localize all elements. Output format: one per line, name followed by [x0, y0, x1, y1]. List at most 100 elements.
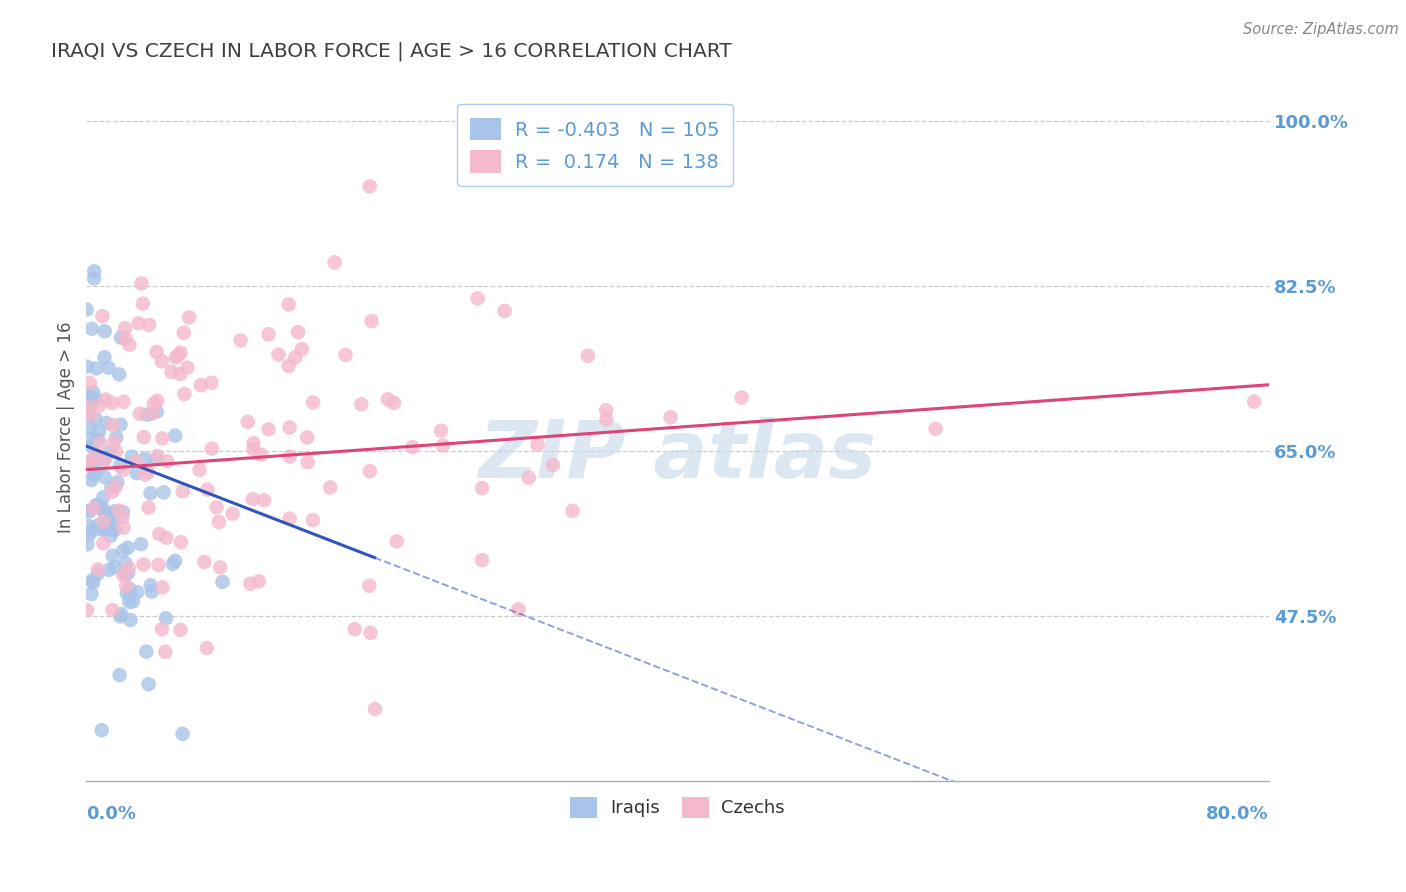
Point	[79, 455, 101, 469]
Legend: Iraqis, Czechs: Iraqis, Czechs	[564, 789, 792, 825]
Point	[576, 349, 599, 363]
Point	[205, 500, 228, 515]
Point	[125, 454, 148, 468]
Point	[96, 522, 118, 536]
Point	[359, 464, 381, 478]
Point	[110, 607, 132, 622]
Point	[141, 406, 163, 420]
Point	[93, 351, 115, 365]
Point	[350, 397, 373, 411]
Point	[86, 498, 108, 512]
Point	[115, 586, 138, 600]
Point	[517, 470, 540, 484]
Point	[142, 397, 165, 411]
Point	[195, 640, 218, 655]
Point	[79, 456, 101, 470]
Point	[146, 393, 169, 408]
Point	[118, 582, 141, 596]
Point	[561, 504, 583, 518]
Point	[169, 623, 191, 637]
Point	[267, 347, 290, 361]
Point	[105, 430, 128, 444]
Point	[659, 410, 682, 425]
Point	[76, 603, 98, 617]
Point	[90, 723, 112, 738]
Point	[541, 458, 564, 472]
Point	[211, 574, 233, 589]
Point	[172, 484, 194, 499]
Point	[145, 451, 167, 466]
Point	[82, 385, 104, 400]
Point	[79, 376, 101, 390]
Point	[80, 574, 103, 588]
Point	[108, 458, 131, 473]
Point	[87, 399, 110, 413]
Point	[93, 324, 115, 338]
Point	[87, 566, 110, 581]
Text: IRAQI VS CZECH IN LABOR FORCE | AGE > 16 CORRELATION CHART: IRAQI VS CZECH IN LABOR FORCE | AGE > 16…	[51, 42, 731, 62]
Text: Source: ZipAtlas.com: Source: ZipAtlas.com	[1243, 22, 1399, 37]
Point	[111, 510, 134, 524]
Point	[278, 450, 301, 464]
Point	[257, 327, 280, 342]
Point	[323, 255, 346, 269]
Point	[152, 581, 174, 595]
Point	[108, 503, 131, 517]
Point	[76, 302, 98, 317]
Point	[173, 326, 195, 340]
Point	[359, 179, 381, 194]
Point	[114, 567, 136, 582]
Point	[432, 438, 454, 452]
Point	[284, 351, 307, 365]
Point	[360, 625, 382, 640]
Point	[79, 527, 101, 541]
Point	[125, 466, 148, 480]
Point	[93, 536, 115, 550]
Point	[100, 529, 122, 543]
Point	[134, 452, 156, 467]
Point	[77, 519, 100, 533]
Point	[118, 561, 141, 575]
Point	[96, 519, 118, 533]
Point	[118, 595, 141, 609]
Point	[93, 515, 115, 529]
Point	[277, 297, 299, 311]
Point	[257, 422, 280, 436]
Point	[128, 316, 150, 330]
Point	[114, 331, 136, 345]
Point	[105, 475, 128, 490]
Point	[595, 403, 617, 417]
Point	[98, 563, 121, 577]
Point	[402, 440, 425, 454]
Point	[471, 481, 494, 495]
Point	[146, 404, 169, 418]
Point	[112, 544, 135, 558]
Text: ZIP atlas: ZIP atlas	[478, 417, 877, 494]
Point	[136, 465, 159, 479]
Point	[170, 535, 193, 549]
Point	[80, 473, 103, 487]
Point	[152, 485, 174, 500]
Point	[101, 603, 124, 617]
Point	[112, 394, 135, 409]
Point	[229, 334, 252, 348]
Point	[117, 566, 139, 580]
Point	[100, 481, 122, 495]
Point	[83, 501, 105, 516]
Point	[128, 407, 150, 421]
Point	[76, 408, 98, 422]
Point	[101, 396, 124, 410]
Point	[165, 554, 187, 568]
Point	[89, 436, 111, 450]
Point	[108, 668, 131, 682]
Point	[190, 378, 212, 392]
Point	[101, 417, 124, 432]
Point	[114, 556, 136, 570]
Point	[360, 314, 382, 328]
Point	[84, 361, 107, 376]
Point	[188, 463, 211, 477]
Point	[101, 485, 124, 500]
Point	[165, 351, 187, 365]
Point	[82, 575, 104, 590]
Point	[526, 437, 548, 451]
